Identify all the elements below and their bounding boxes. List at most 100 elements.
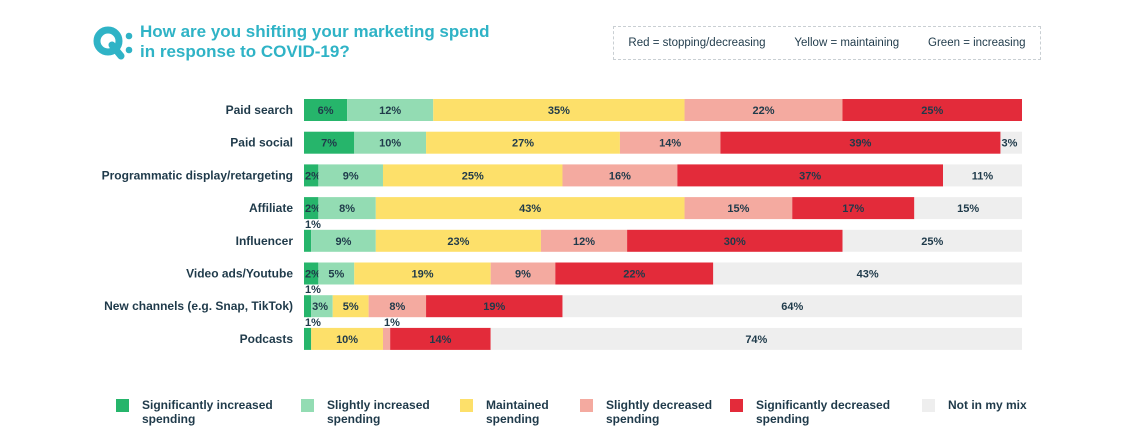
data-label: 11% [972,170,994,182]
data-label: 2% [305,170,321,182]
bar-segment-slight-decrease [562,164,678,187]
bar-segment-sig-increase [304,327,312,350]
data-label: 22% [753,105,775,117]
data-label: 1% [384,317,400,329]
legend-label: Significantly decreased spending [756,398,891,426]
bar-segment-maintained [375,229,541,252]
data-label: 74% [745,334,767,346]
legend-swatch [301,399,314,412]
legend-swatch [730,399,743,412]
q-colon-icon [93,26,133,60]
data-label: 14% [659,138,681,150]
legend-swatch [116,399,129,412]
data-label: 22% [623,269,645,281]
category-label: Video ads/Youtube [186,267,293,281]
bar-segment-slight-decrease [684,197,793,220]
data-label: 25% [462,170,484,182]
data-label: 15% [957,203,979,215]
data-label: 10% [336,334,358,346]
bar-segment-sig-increase [304,99,348,121]
category-label: Paid social [230,136,293,150]
bar-segment-slight-increase [347,99,434,121]
data-label: 30% [724,236,746,248]
data-label: 23% [447,236,469,248]
legend-label: Slightly decreased spending [606,398,713,426]
category-label: Programmatic display/retargeting [102,168,293,182]
data-label: 3% [1001,138,1017,150]
data-label: 19% [483,301,505,313]
bar-segment-sig-increase [304,164,319,187]
legend-swatch [460,399,473,412]
title-line-2: in response to COVID-19? [140,42,350,61]
data-label: 35% [548,105,570,117]
bar-segment-not-in-mix [842,229,1022,252]
bar-segment-slight-decrease [382,327,391,350]
bar-segment-slight-decrease [368,295,427,318]
legend-item: Maintained spending [460,398,549,426]
bar-segment-slight-increase [311,229,376,252]
category-label: Podcasts [240,332,294,346]
bar-segment-sig-decrease [390,327,491,350]
color-key-yellow: Yellow = maintaining [794,37,900,49]
data-label: 27% [512,138,534,150]
bar-segment-sig-decrease [555,262,714,285]
data-label: 6% [318,105,334,117]
legend-item: Significantly decreased spending [730,398,890,426]
data-label: 5% [343,301,359,313]
bar-segment-sig-increase [304,197,319,220]
bar-segment-not-in-mix [943,164,1022,187]
data-label: 43% [857,269,879,281]
legend-swatch [922,399,935,412]
data-label: 15% [727,203,749,215]
bar-segment-maintained [332,295,369,318]
bar-segment-not-in-mix [562,295,1022,318]
legend-item: Slightly increased spending [301,398,430,426]
data-label: 9% [515,269,531,281]
data-label: 12% [573,236,595,248]
legend-label: Slightly increased spending [327,398,430,426]
bar-segment-sig-decrease [627,229,843,252]
bar-segment-maintained [382,164,563,187]
bar-segment-slight-decrease [684,99,843,121]
bar-segment-maintained [375,197,685,220]
bar-segment-sig-decrease [720,131,1001,154]
legend-item: Slightly decreased spending [580,398,712,426]
data-label: 19% [411,269,433,281]
legend-item: Not in my mix [922,398,1027,412]
data-label: 5% [328,269,344,281]
bar-segment-sig-increase [304,262,319,285]
data-label: 1% [305,219,321,231]
bar-segment-slight-decrease [619,131,721,154]
bar-segment-not-in-mix [713,262,1022,285]
bar-segment-not-in-mix [914,197,1022,220]
data-label: 8% [389,301,405,313]
data-label: 43% [519,203,541,215]
bar-segment-sig-increase [304,131,355,154]
color-key-green: Green = increasing [928,37,1026,49]
bar-segment-slight-increase [318,164,383,187]
bar-segment-slight-increase [318,262,355,285]
bar-segment-maintained [433,99,685,121]
category-label: Paid search [226,103,293,117]
data-label: 3% [312,301,328,313]
data-label: 2% [305,203,321,215]
bar-segment-slight-decrease [490,262,556,285]
bar-segment-not-in-mix [1000,131,1022,154]
bar-segment-sig-decrease [426,295,563,318]
data-label: 1% [305,284,321,296]
data-label: 16% [609,170,631,182]
stacked-bar-chart: Paid search 6% 12% 35% 22% 25% Paid social 7% 10… [102,99,1022,350]
data-label: 10% [379,138,401,150]
legend-label: Significantly increased spending [142,398,273,426]
bar-segment-maintained [426,131,620,154]
bar-segment-sig-decrease [792,197,915,220]
bar-segment-maintained [354,262,491,285]
bar-segment-sig-increase [304,229,312,252]
category-label: New channels (e.g. Snap, TikTok) [104,299,293,313]
color-key-box: Red = stopping/decreasing Yellow = maint… [613,26,1041,60]
data-label: 1% [305,317,321,329]
legend-swatch [580,399,593,412]
data-label: 9% [336,236,352,248]
data-label: 25% [921,105,943,117]
data-label: 12% [379,105,401,117]
